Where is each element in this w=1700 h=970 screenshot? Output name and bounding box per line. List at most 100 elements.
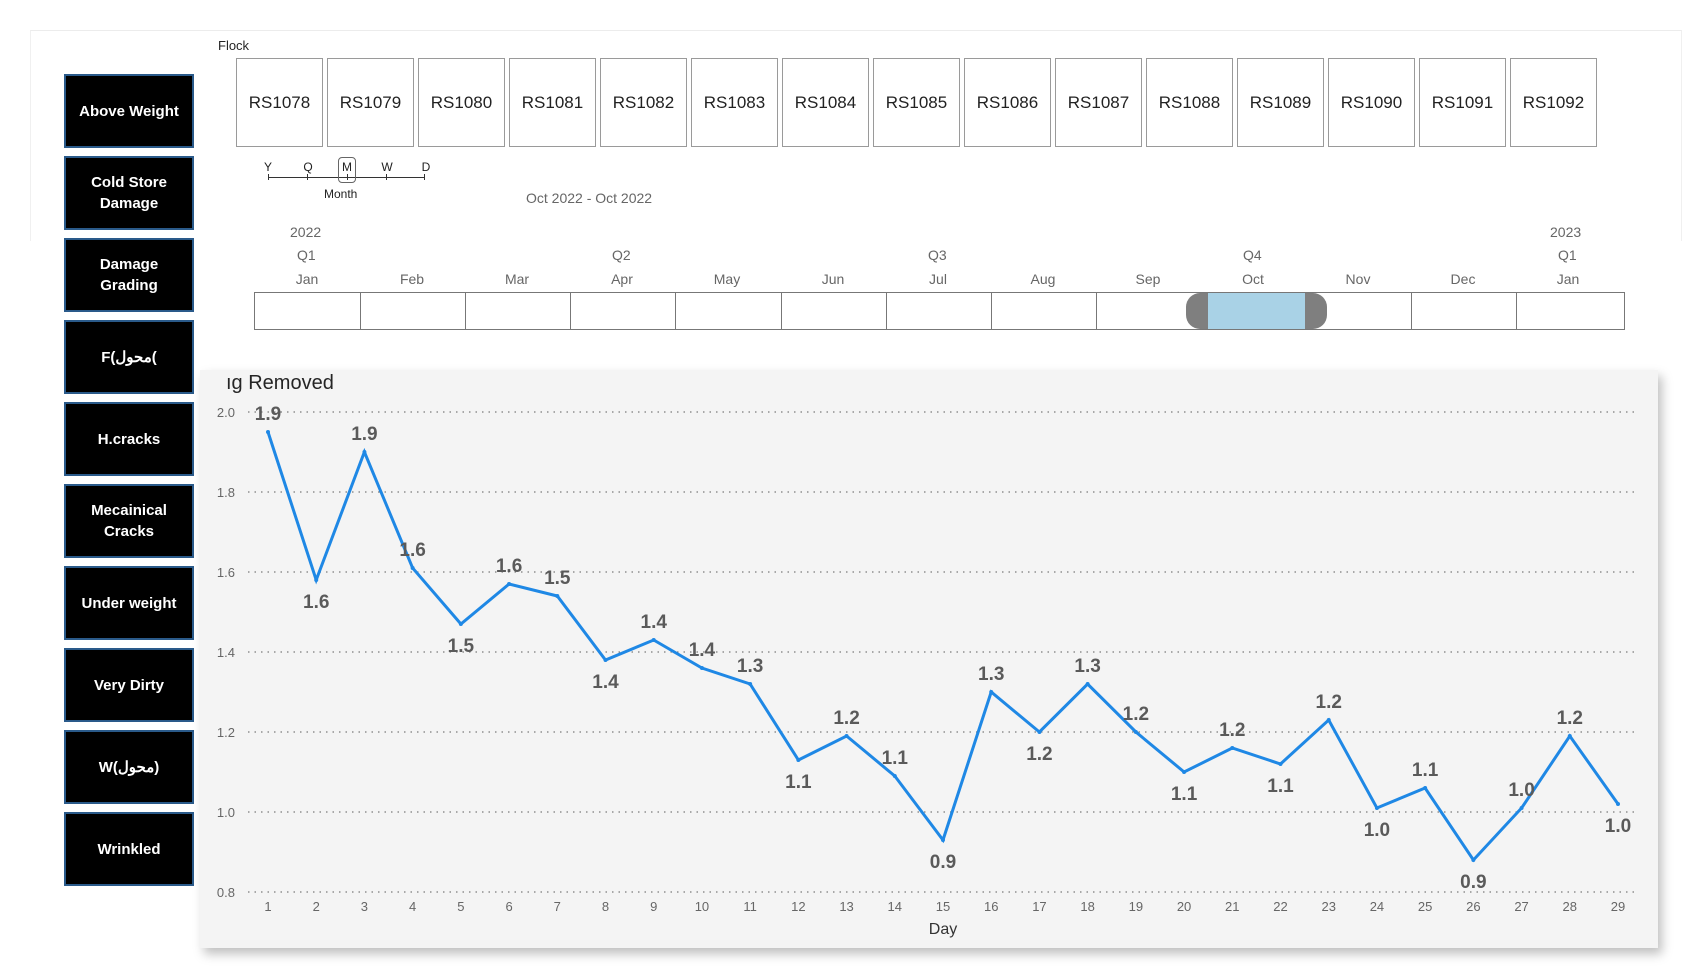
data-point — [699, 666, 704, 670]
flock-tile[interactable]: RS1091 — [1419, 58, 1506, 147]
data-label: 1.1 — [1267, 776, 1294, 797]
x-tick-label: 5 — [457, 899, 464, 914]
defect-button-wrinkled[interactable]: Wrinkled — [64, 812, 194, 886]
data-point — [1230, 746, 1235, 750]
data-label: 1.9 — [351, 424, 377, 445]
timeline-month-label: May — [713, 271, 741, 287]
data-point — [410, 566, 415, 570]
data-point — [362, 450, 367, 454]
x-tick-label: 8 — [602, 899, 609, 914]
data-point — [844, 734, 849, 738]
filter-panel-frame — [30, 30, 1682, 241]
timeline-year: 2023 — [1550, 224, 1582, 240]
timeline-selected-month[interactable] — [1206, 293, 1309, 329]
defect-button-f-converted[interactable]: F(محول( — [64, 320, 194, 394]
timeline-quarter: Q2 — [612, 247, 631, 263]
flock-tile[interactable]: RS1079 — [327, 58, 414, 147]
defect-button-w-converted[interactable]: W(محول) — [64, 730, 194, 804]
granularity-year[interactable]: Y — [263, 160, 272, 174]
x-tick-label: 13 — [839, 899, 853, 914]
data-label: 1.4 — [592, 672, 619, 693]
x-tick-label: 9 — [650, 899, 657, 914]
data-point — [507, 582, 512, 586]
x-tick-label: 16 — [984, 899, 998, 914]
x-tick-label: 20 — [1177, 899, 1191, 914]
data-label: 1.0 — [1605, 816, 1631, 837]
defect-button-mechanical-cracks[interactable]: Mecainical Cracks — [64, 484, 194, 558]
granularity-tick — [424, 174, 425, 180]
flock-tile[interactable]: RS1082 — [600, 58, 687, 147]
timeline-month-label: Sep — [1135, 271, 1161, 287]
flock-tile[interactable]: RS1083 — [691, 58, 778, 147]
defect-button-under-weight[interactable]: Under weight — [64, 566, 194, 640]
granularity-day[interactable]: D — [421, 160, 431, 174]
timeline-quarter: Q4 — [1243, 247, 1262, 263]
flock-tile[interactable]: RS1084 — [782, 58, 869, 147]
granularity-name: Month — [324, 187, 358, 201]
flock-tile[interactable]: RS1081 — [509, 58, 596, 147]
x-tick-label: 22 — [1273, 899, 1287, 914]
defect-button-h-cracks[interactable]: H.cracks — [64, 402, 194, 476]
defect-button-above-weight[interactable]: Above Weight — [64, 74, 194, 148]
flock-tile[interactable]: RS1087 — [1055, 58, 1142, 147]
flock-tile[interactable]: RS1089 — [1237, 58, 1324, 147]
defect-button-damage-grading[interactable]: Damage Grading — [64, 238, 194, 312]
granularity-month[interactable]: M — [342, 160, 352, 174]
data-label: 1.5 — [448, 636, 475, 657]
flock-tile[interactable]: RS1086 — [964, 58, 1051, 147]
data-point — [1374, 806, 1379, 810]
flock-tile[interactable]: RS1085 — [873, 58, 960, 147]
data-label: 1.3 — [1074, 656, 1100, 677]
x-tick-label: 24 — [1370, 899, 1384, 914]
data-label: 1.9 — [255, 404, 281, 425]
x-tick-label: 1 — [264, 899, 271, 914]
y-tick-label: 1.0 — [217, 805, 235, 820]
timeline-bar[interactable] — [254, 292, 1625, 330]
granularity-selected-indicator[interactable] — [338, 157, 356, 183]
data-label: 1.1 — [1171, 784, 1198, 805]
granularity-tick — [386, 174, 387, 180]
data-point — [941, 838, 945, 842]
data-point — [458, 622, 463, 626]
x-tick-label: 10 — [695, 899, 709, 914]
data-label: 1.1 — [882, 748, 909, 769]
flock-tile[interactable]: RS1078 — [236, 58, 323, 147]
timeline-month-label: Nov — [1345, 271, 1371, 287]
flock-tile[interactable]: RS1088 — [1146, 58, 1233, 147]
flock-tile[interactable]: RS1092 — [1510, 58, 1597, 147]
timeline-cell-divider — [1411, 293, 1412, 329]
timeline-month-label: Apr — [611, 271, 633, 287]
timeline-cell-divider — [465, 293, 466, 329]
timeline-start-handle[interactable] — [1186, 293, 1208, 329]
timeline-quarter: Q3 — [928, 247, 947, 263]
timeline-end-handle[interactable] — [1305, 293, 1327, 329]
flock-tile[interactable]: RS1090 — [1328, 58, 1415, 147]
flock-tile[interactable]: RS1080 — [418, 58, 505, 147]
y-tick-label: 1.4 — [217, 645, 235, 660]
y-tick-label: 1.2 — [217, 725, 235, 740]
defect-button-very-dirty[interactable]: Very Dirty — [64, 648, 194, 722]
data-point — [1037, 730, 1042, 734]
x-tick-label: 21 — [1225, 899, 1239, 914]
timeline-cell-divider — [675, 293, 676, 329]
data-point — [1133, 730, 1138, 734]
data-label: 1.1 — [785, 772, 812, 793]
defect-button-cold-store-damage[interactable]: Cold Store Damage — [64, 156, 194, 230]
data-label: 1.2 — [1123, 704, 1149, 725]
y-tick-label: 1.6 — [217, 565, 235, 580]
x-tick-label: 23 — [1321, 899, 1335, 914]
flock-slicer-label: Flock — [218, 38, 250, 53]
data-label: 0.9 — [1460, 872, 1486, 893]
data-point — [555, 594, 560, 598]
data-label: 1.3 — [737, 656, 763, 677]
granularity-week[interactable]: W — [381, 160, 393, 174]
granularity-tick — [307, 174, 308, 180]
timeline-month-label: Jan — [295, 271, 319, 287]
x-tick-label: 6 — [505, 899, 512, 914]
data-label: 1.3 — [978, 664, 1004, 685]
granularity-quarter[interactable]: Q — [303, 160, 313, 174]
data-point — [266, 430, 270, 434]
data-point — [1278, 762, 1283, 766]
data-label: 0.9 — [930, 852, 956, 873]
granularity-slider[interactable]: Y Q M W D Month — [262, 157, 432, 202]
